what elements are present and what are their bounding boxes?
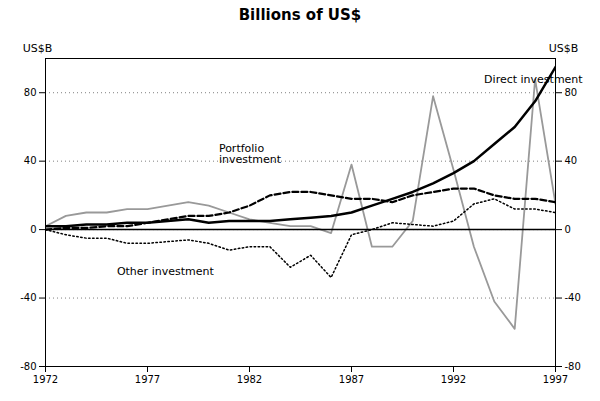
svg-text:0: 0 bbox=[565, 224, 571, 235]
svg-text:-80: -80 bbox=[20, 361, 36, 372]
svg-text:Portfolioinvestment: Portfolioinvestment bbox=[219, 142, 282, 166]
svg-text:80: 80 bbox=[565, 87, 578, 98]
svg-text:40: 40 bbox=[565, 155, 578, 166]
svg-text:1997: 1997 bbox=[543, 374, 568, 385]
svg-text:1992: 1992 bbox=[441, 374, 466, 385]
svg-text:0: 0 bbox=[30, 224, 36, 235]
svg-text:US$B: US$B bbox=[549, 42, 579, 55]
svg-text:80: 80 bbox=[24, 87, 37, 98]
svg-text:1987: 1987 bbox=[339, 374, 364, 385]
svg-text:Direct investment: Direct investment bbox=[484, 73, 583, 86]
svg-text:-40: -40 bbox=[20, 292, 36, 303]
svg-text:1977: 1977 bbox=[135, 374, 160, 385]
svg-text:1972: 1972 bbox=[33, 374, 58, 385]
svg-text:Other investment: Other investment bbox=[117, 265, 215, 278]
html-text:Billions of US$: Billions of US$ bbox=[238, 6, 362, 24]
svg-text:1982: 1982 bbox=[237, 374, 262, 385]
svg-text:US$B: US$B bbox=[23, 42, 53, 55]
svg-text:40: 40 bbox=[24, 155, 37, 166]
svg-text:-40: -40 bbox=[565, 292, 581, 303]
svg-text:-80: -80 bbox=[565, 361, 581, 372]
